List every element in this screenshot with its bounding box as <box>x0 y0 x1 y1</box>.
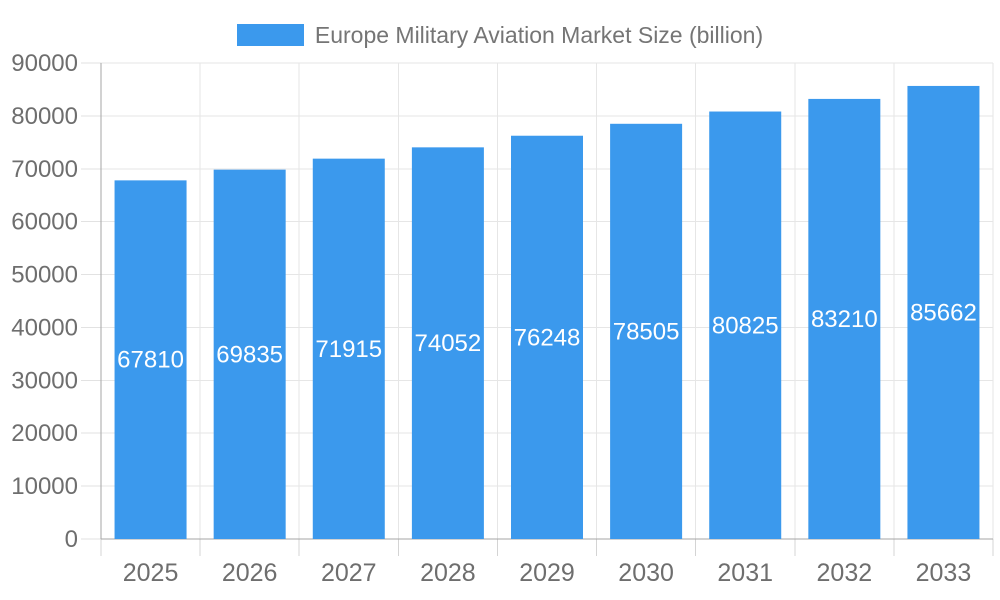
y-tick-label: 10000 <box>11 473 78 500</box>
bar-2030[interactable] <box>610 123 683 539</box>
bar-value-label: 67810 <box>117 347 184 374</box>
x-tick-label: 2032 <box>817 559 873 587</box>
bar-value-label: 80825 <box>712 312 779 339</box>
x-tick-label: 2030 <box>618 559 674 587</box>
bar-value-label: 76248 <box>514 324 581 351</box>
bar-value-label: 85662 <box>910 299 977 326</box>
bar-2033[interactable] <box>907 85 980 539</box>
y-tick-label: 70000 <box>11 156 78 183</box>
bar-value-label: 83210 <box>811 306 878 333</box>
x-tick-label: 2028 <box>420 559 476 587</box>
bar-2029[interactable] <box>511 135 583 540</box>
bar-value-label: 74052 <box>415 330 482 357</box>
y-tick-label: 20000 <box>11 420 78 447</box>
x-tick-label: 2026 <box>222 559 278 587</box>
x-tick-label: 2029 <box>519 559 575 587</box>
bar-2032[interactable] <box>808 98 881 539</box>
bar-value-label: 69835 <box>216 341 283 368</box>
y-tick-label: 40000 <box>11 314 78 341</box>
bar-value-label: 78505 <box>613 318 680 345</box>
x-tick-label: 2031 <box>717 559 773 587</box>
bar-2027[interactable] <box>312 158 385 540</box>
bar-2025[interactable] <box>114 180 187 539</box>
x-tick-label: 2027 <box>321 559 377 587</box>
y-tick-label: 90000 <box>11 50 78 77</box>
x-tick-label: 2033 <box>916 559 972 587</box>
bar-2031[interactable] <box>709 111 782 539</box>
y-tick-label: 50000 <box>11 262 78 289</box>
y-tick-label: 30000 <box>11 367 78 394</box>
x-tick-label: 2025 <box>123 559 179 587</box>
y-tick-label: 60000 <box>11 209 78 236</box>
bar-2028[interactable] <box>411 147 484 539</box>
bar-2026[interactable] <box>213 169 286 539</box>
bar-value-label: 71915 <box>315 336 382 363</box>
y-tick-label: 0 <box>65 526 78 553</box>
y-tick-label: 80000 <box>11 103 78 130</box>
